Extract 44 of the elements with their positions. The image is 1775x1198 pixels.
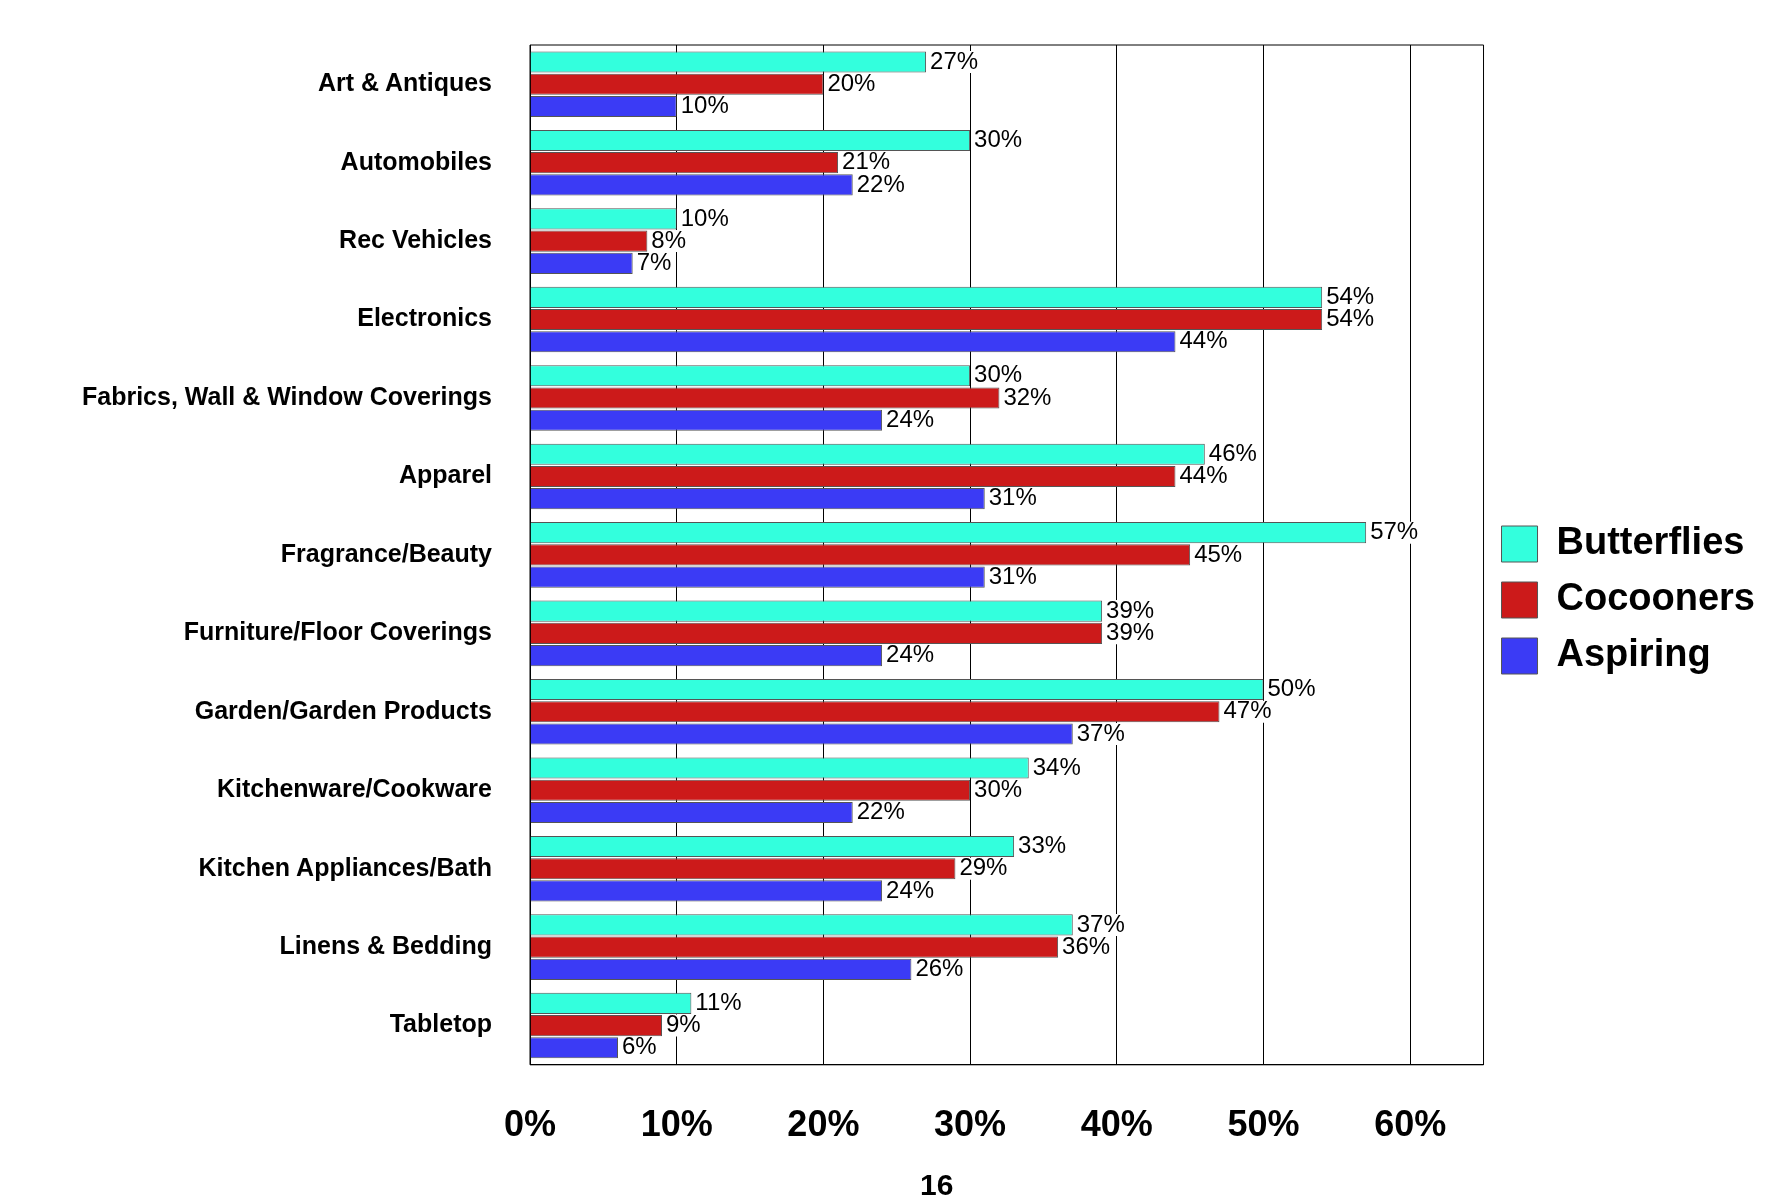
data-label: 29% <box>959 853 1008 881</box>
x-tick-label: 0% <box>503 1103 557 1145</box>
data-label: 31% <box>988 483 1037 511</box>
data-label: 20% <box>827 68 876 96</box>
x-tick-label: 30% <box>934 1103 1007 1145</box>
data-label: 22% <box>856 797 905 825</box>
y-tick-label: Electronics <box>357 303 492 332</box>
y-tick-label: Art & Antiques <box>317 68 492 97</box>
x-tick-label: 20% <box>787 1103 860 1145</box>
data-label: 34% <box>1032 752 1081 780</box>
data-label: 24% <box>886 640 935 668</box>
x-tick-label: 60% <box>1374 1103 1447 1145</box>
y-tick-label: Furniture/Floor Coverings <box>183 617 492 646</box>
data-label: 37% <box>1076 718 1125 746</box>
y-tick-label: Kitchenware/Cookware <box>216 774 493 803</box>
y-tick-label: Tabletop <box>389 1009 492 1038</box>
y-tick-label: Garden/Garden Products <box>194 695 492 724</box>
data-label: 33% <box>1018 831 1067 859</box>
x-tick-label: 50% <box>1227 1103 1300 1145</box>
y-tick-label: Apparel <box>398 460 492 489</box>
y-tick-label: Kitchen Appliances/Bath <box>198 852 492 881</box>
data-label: 24% <box>886 404 935 432</box>
data-label: 10% <box>680 91 729 119</box>
x-tick-label: 40% <box>1080 1103 1153 1145</box>
y-tick-label: Fragrance/Beauty <box>280 538 493 567</box>
legend-label: Aspiring <box>1556 632 1711 675</box>
data-label: 30% <box>974 125 1023 153</box>
data-label: 27% <box>930 46 979 74</box>
data-label: 30% <box>974 774 1023 802</box>
y-tick-label: Linens & Bedding <box>279 931 492 960</box>
data-label: 26% <box>915 953 964 981</box>
y-tick-label: Rec Vehicles <box>339 225 492 254</box>
text: 16 <box>920 1168 954 1198</box>
y-tick-label: Automobiles <box>340 146 492 175</box>
legend-label: Cocooners <box>1556 576 1755 619</box>
data-label: 44% <box>1179 326 1228 354</box>
data-label: 57% <box>1370 517 1419 545</box>
data-label: 6% <box>622 1032 657 1060</box>
legend-label: Butterflies <box>1556 520 1745 563</box>
data-label: 24% <box>886 875 935 903</box>
data-label: 45% <box>1194 539 1243 567</box>
data-label: 31% <box>988 561 1037 589</box>
y-tick-label: Fabrics, Wall & Window Coverings <box>81 381 492 410</box>
x-tick-label: 10% <box>640 1103 713 1145</box>
